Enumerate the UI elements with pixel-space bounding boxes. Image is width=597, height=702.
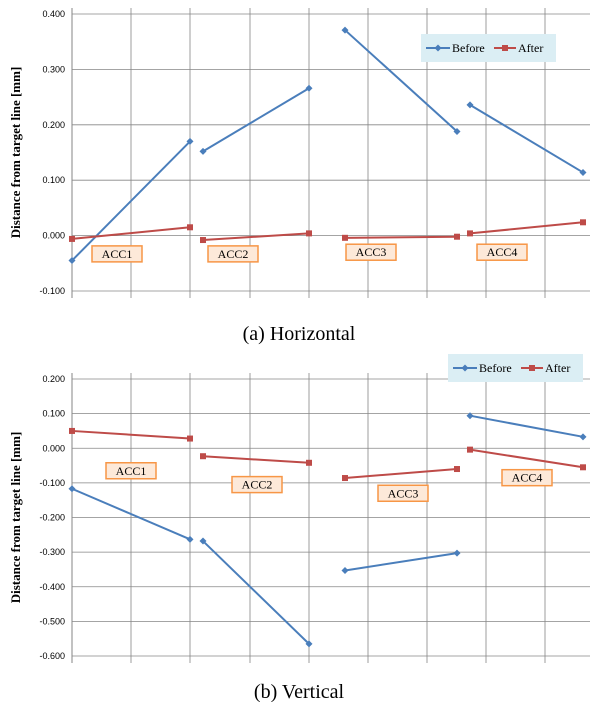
series-line-before <box>71 140 191 262</box>
y-tick-label: 0.400 <box>42 9 65 19</box>
y-tick-label: 0.100 <box>42 175 65 185</box>
series-line-after <box>469 221 584 235</box>
y-tick-label: -0.200 <box>39 513 65 523</box>
annotation-label: ACC3 <box>388 486 419 500</box>
y-tick-label: -0.500 <box>39 616 65 626</box>
series-line-after <box>202 232 310 242</box>
annotation-label: ACC3 <box>356 245 387 259</box>
annotation-box <box>345 243 397 261</box>
annotation-label: ACC4 <box>512 471 543 485</box>
data-point-after <box>342 475 348 482</box>
data-point-after <box>69 427 75 434</box>
y-tick-label: 0.200 <box>42 120 65 130</box>
data-point-before <box>466 101 474 109</box>
data-point-after <box>467 446 473 453</box>
y-tick-label: -0.600 <box>39 651 65 661</box>
annotation-box <box>207 245 259 263</box>
annotation-label: ACC1 <box>102 247 133 261</box>
caption-vertical: (b) Vertical <box>254 681 345 702</box>
data-point-before <box>579 433 587 441</box>
data-point-before <box>305 640 313 648</box>
chart-vertical: 0.200 0.100 0.000 -0.100 -0.200 -0.300 -0.400 -… <box>8 354 590 663</box>
legend-label-after: After <box>545 361 570 375</box>
series-line-before <box>344 29 458 133</box>
y-tick-label: -0.100 <box>39 286 65 296</box>
data-point-after <box>342 234 348 241</box>
series-line-after <box>71 226 191 240</box>
y-tick-label: 0.000 <box>42 443 65 453</box>
legend-marker-before <box>461 364 469 372</box>
data-point-before <box>186 535 194 543</box>
data-point-after <box>580 219 586 226</box>
legend-marker-before <box>434 44 442 52</box>
series-line-before <box>71 487 191 541</box>
annotation-box <box>231 475 283 494</box>
chart-horizontal: 0.400 0.300 0.200 0.100 0.000 -0.100 Distance … <box>8 8 590 298</box>
y-axis-label: Distance from target line [mm] <box>8 67 23 239</box>
data-point-after <box>306 230 312 237</box>
caption-horizontal: (a) Horizontal <box>243 323 356 345</box>
data-point-before <box>186 137 194 145</box>
annotation-box <box>91 245 143 263</box>
series-line-after <box>469 448 584 469</box>
series-line-after <box>344 468 458 480</box>
annotation-label: ACC2 <box>242 478 273 492</box>
annotation-box <box>377 484 429 503</box>
legend-label-before: Before <box>452 41 485 55</box>
annotation-box <box>105 462 157 480</box>
y-tick-label: -0.400 <box>39 582 65 592</box>
data-point-before <box>199 147 207 155</box>
y-tick-label: 0.200 <box>42 374 65 384</box>
data-point-before <box>341 566 349 574</box>
data-point-after <box>306 459 312 466</box>
y-tick-label: -0.300 <box>39 547 65 557</box>
data-point-before <box>68 485 76 493</box>
series-line-before <box>202 87 310 153</box>
series-line-before <box>344 552 458 572</box>
data-point-before <box>579 168 587 176</box>
data-point-after <box>69 235 75 242</box>
data-point-before <box>305 84 313 92</box>
data-point-before <box>341 26 349 34</box>
y-axis-label: Distance from target line [mm] <box>8 432 23 604</box>
data-point-before <box>68 257 76 265</box>
annotation-label: ACC2 <box>218 247 249 261</box>
series-line-before <box>469 414 584 438</box>
data-point-after <box>200 237 206 244</box>
data-point-after <box>187 435 193 442</box>
annotation-box <box>501 468 553 487</box>
series-line-after <box>202 455 310 464</box>
annotation-label: ACC4 <box>487 245 518 259</box>
legend-marker-after <box>529 365 535 371</box>
y-tick-label: -0.100 <box>39 478 65 488</box>
y-tick-label: 0.100 <box>42 409 65 419</box>
data-point-before <box>199 537 207 545</box>
series-line-after <box>71 429 191 440</box>
legend-label-after: After <box>518 41 543 55</box>
data-point-before <box>466 412 474 420</box>
data-point-before <box>453 549 461 557</box>
data-point-after <box>187 224 193 231</box>
data-point-after <box>580 464 586 471</box>
data-point-after <box>454 233 460 240</box>
legend-marker-after <box>502 45 508 51</box>
legend-label-before: Before <box>479 361 512 375</box>
data-point-after <box>467 230 473 237</box>
annotation-label: ACC1 <box>116 464 147 478</box>
y-tick-label: 0.000 <box>42 231 65 241</box>
series-line-before <box>202 540 310 645</box>
data-point-before <box>453 127 461 135</box>
series-line-after <box>344 235 458 239</box>
y-tick-label: 0.300 <box>42 64 65 74</box>
data-point-after <box>454 466 460 473</box>
data-point-after <box>200 453 206 460</box>
series-line-before <box>469 103 584 174</box>
annotation-box <box>476 243 528 261</box>
